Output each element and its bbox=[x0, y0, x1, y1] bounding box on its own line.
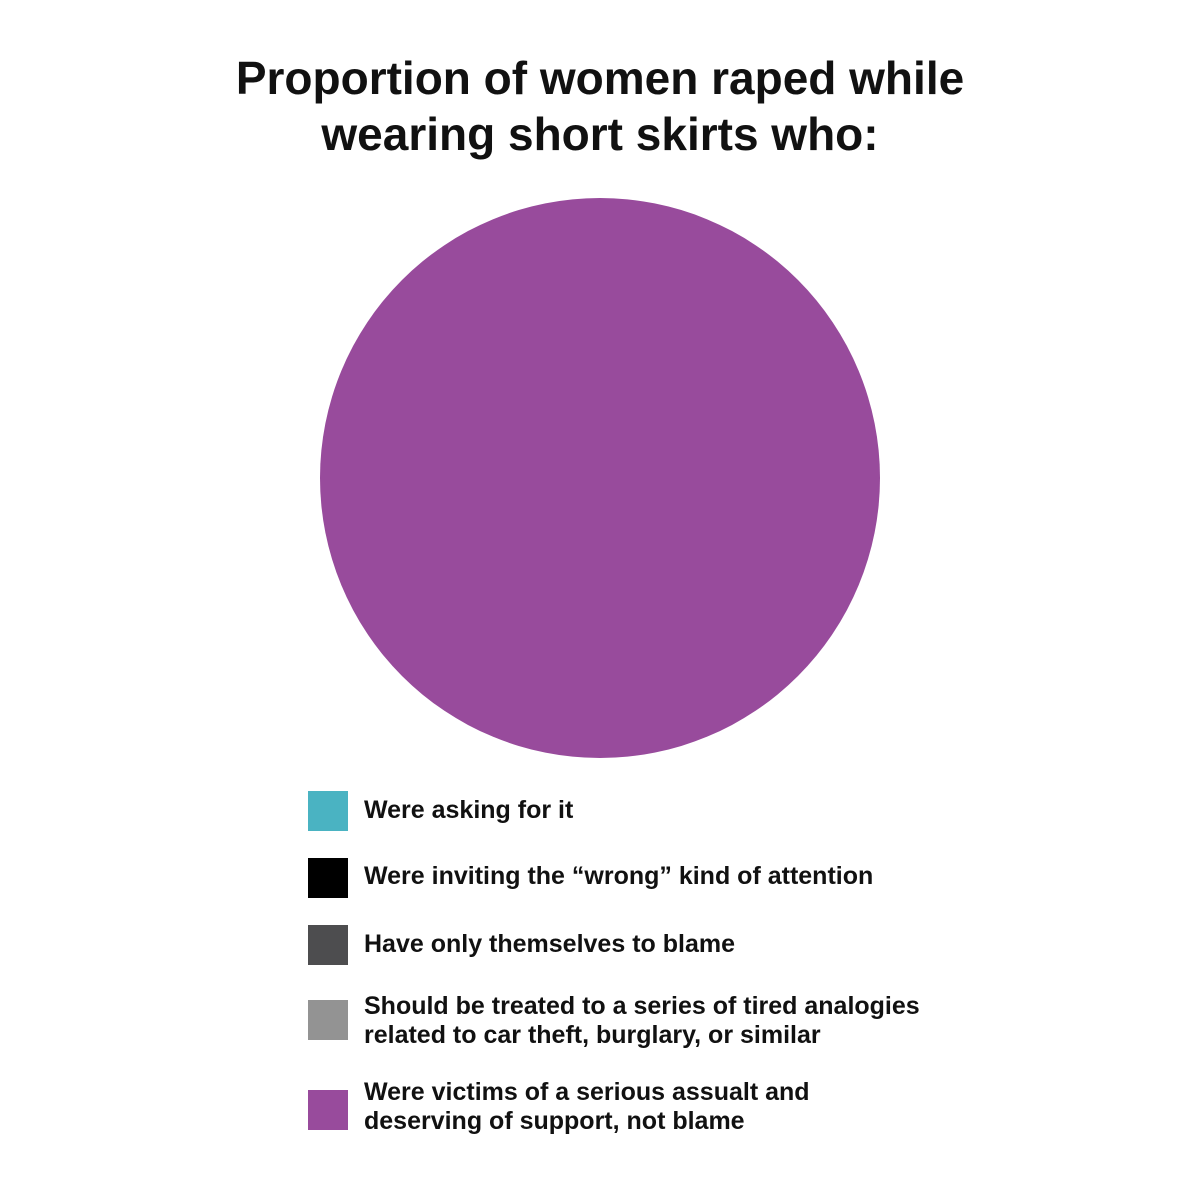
legend-item-analogies: Should be treated to a series of tired a… bbox=[308, 992, 1028, 1058]
legend-swatch-victims bbox=[308, 1090, 348, 1130]
legend-label-victims: Were victims of a serious assualt and de… bbox=[364, 1078, 1024, 1136]
legend-label-attention: Were inviting the “wrong” kind of attent… bbox=[364, 862, 1024, 891]
legend-label-blame: Have only themselves to blame bbox=[364, 930, 1024, 959]
legend-label-blame-line-1: Have only themselves to blame bbox=[364, 930, 735, 958]
chart-title-line-1: Proportion of women raped while bbox=[235, 52, 965, 104]
legend-label-asking: Were asking for it bbox=[364, 796, 1024, 825]
legend-label-asking-line-1: Were asking for it bbox=[364, 796, 574, 824]
legend-label-analogies: Should be treated to a series of tired a… bbox=[364, 992, 1024, 1050]
legend-swatch-attention bbox=[308, 858, 348, 898]
legend-swatch-asking bbox=[308, 791, 348, 831]
legend-label-analogies-line-2: related to car theft, burglary, or simil… bbox=[364, 1021, 821, 1049]
legend-item-attention: Were inviting the “wrong” kind of attent… bbox=[308, 858, 1028, 902]
legend-swatch-blame bbox=[308, 925, 348, 965]
legend-label-attention-line-1: Were inviting the “wrong” kind of attent… bbox=[364, 862, 874, 890]
legend-label-victims-line-2: deserving of support, not blame bbox=[364, 1107, 745, 1135]
legend-label-victims-line-1: Were victims of a serious assualt and bbox=[364, 1078, 810, 1106]
legend-item-asking: Were asking for it bbox=[308, 790, 1028, 834]
legend-item-blame: Have only themselves to blame bbox=[308, 925, 1028, 969]
legend-label-analogies-line-1: Should be treated to a series of tired a… bbox=[364, 992, 920, 1020]
chart-title: Proportion of women raped while wearing … bbox=[0, 50, 1200, 162]
legend-item-victims: Were victims of a serious assualt and de… bbox=[308, 1078, 1028, 1150]
pie-slices bbox=[320, 198, 880, 758]
pie-slice-victims bbox=[320, 198, 880, 758]
chart-title-line-2: wearing short skirts who: bbox=[321, 108, 879, 160]
legend-swatch-analogies bbox=[308, 1000, 348, 1040]
